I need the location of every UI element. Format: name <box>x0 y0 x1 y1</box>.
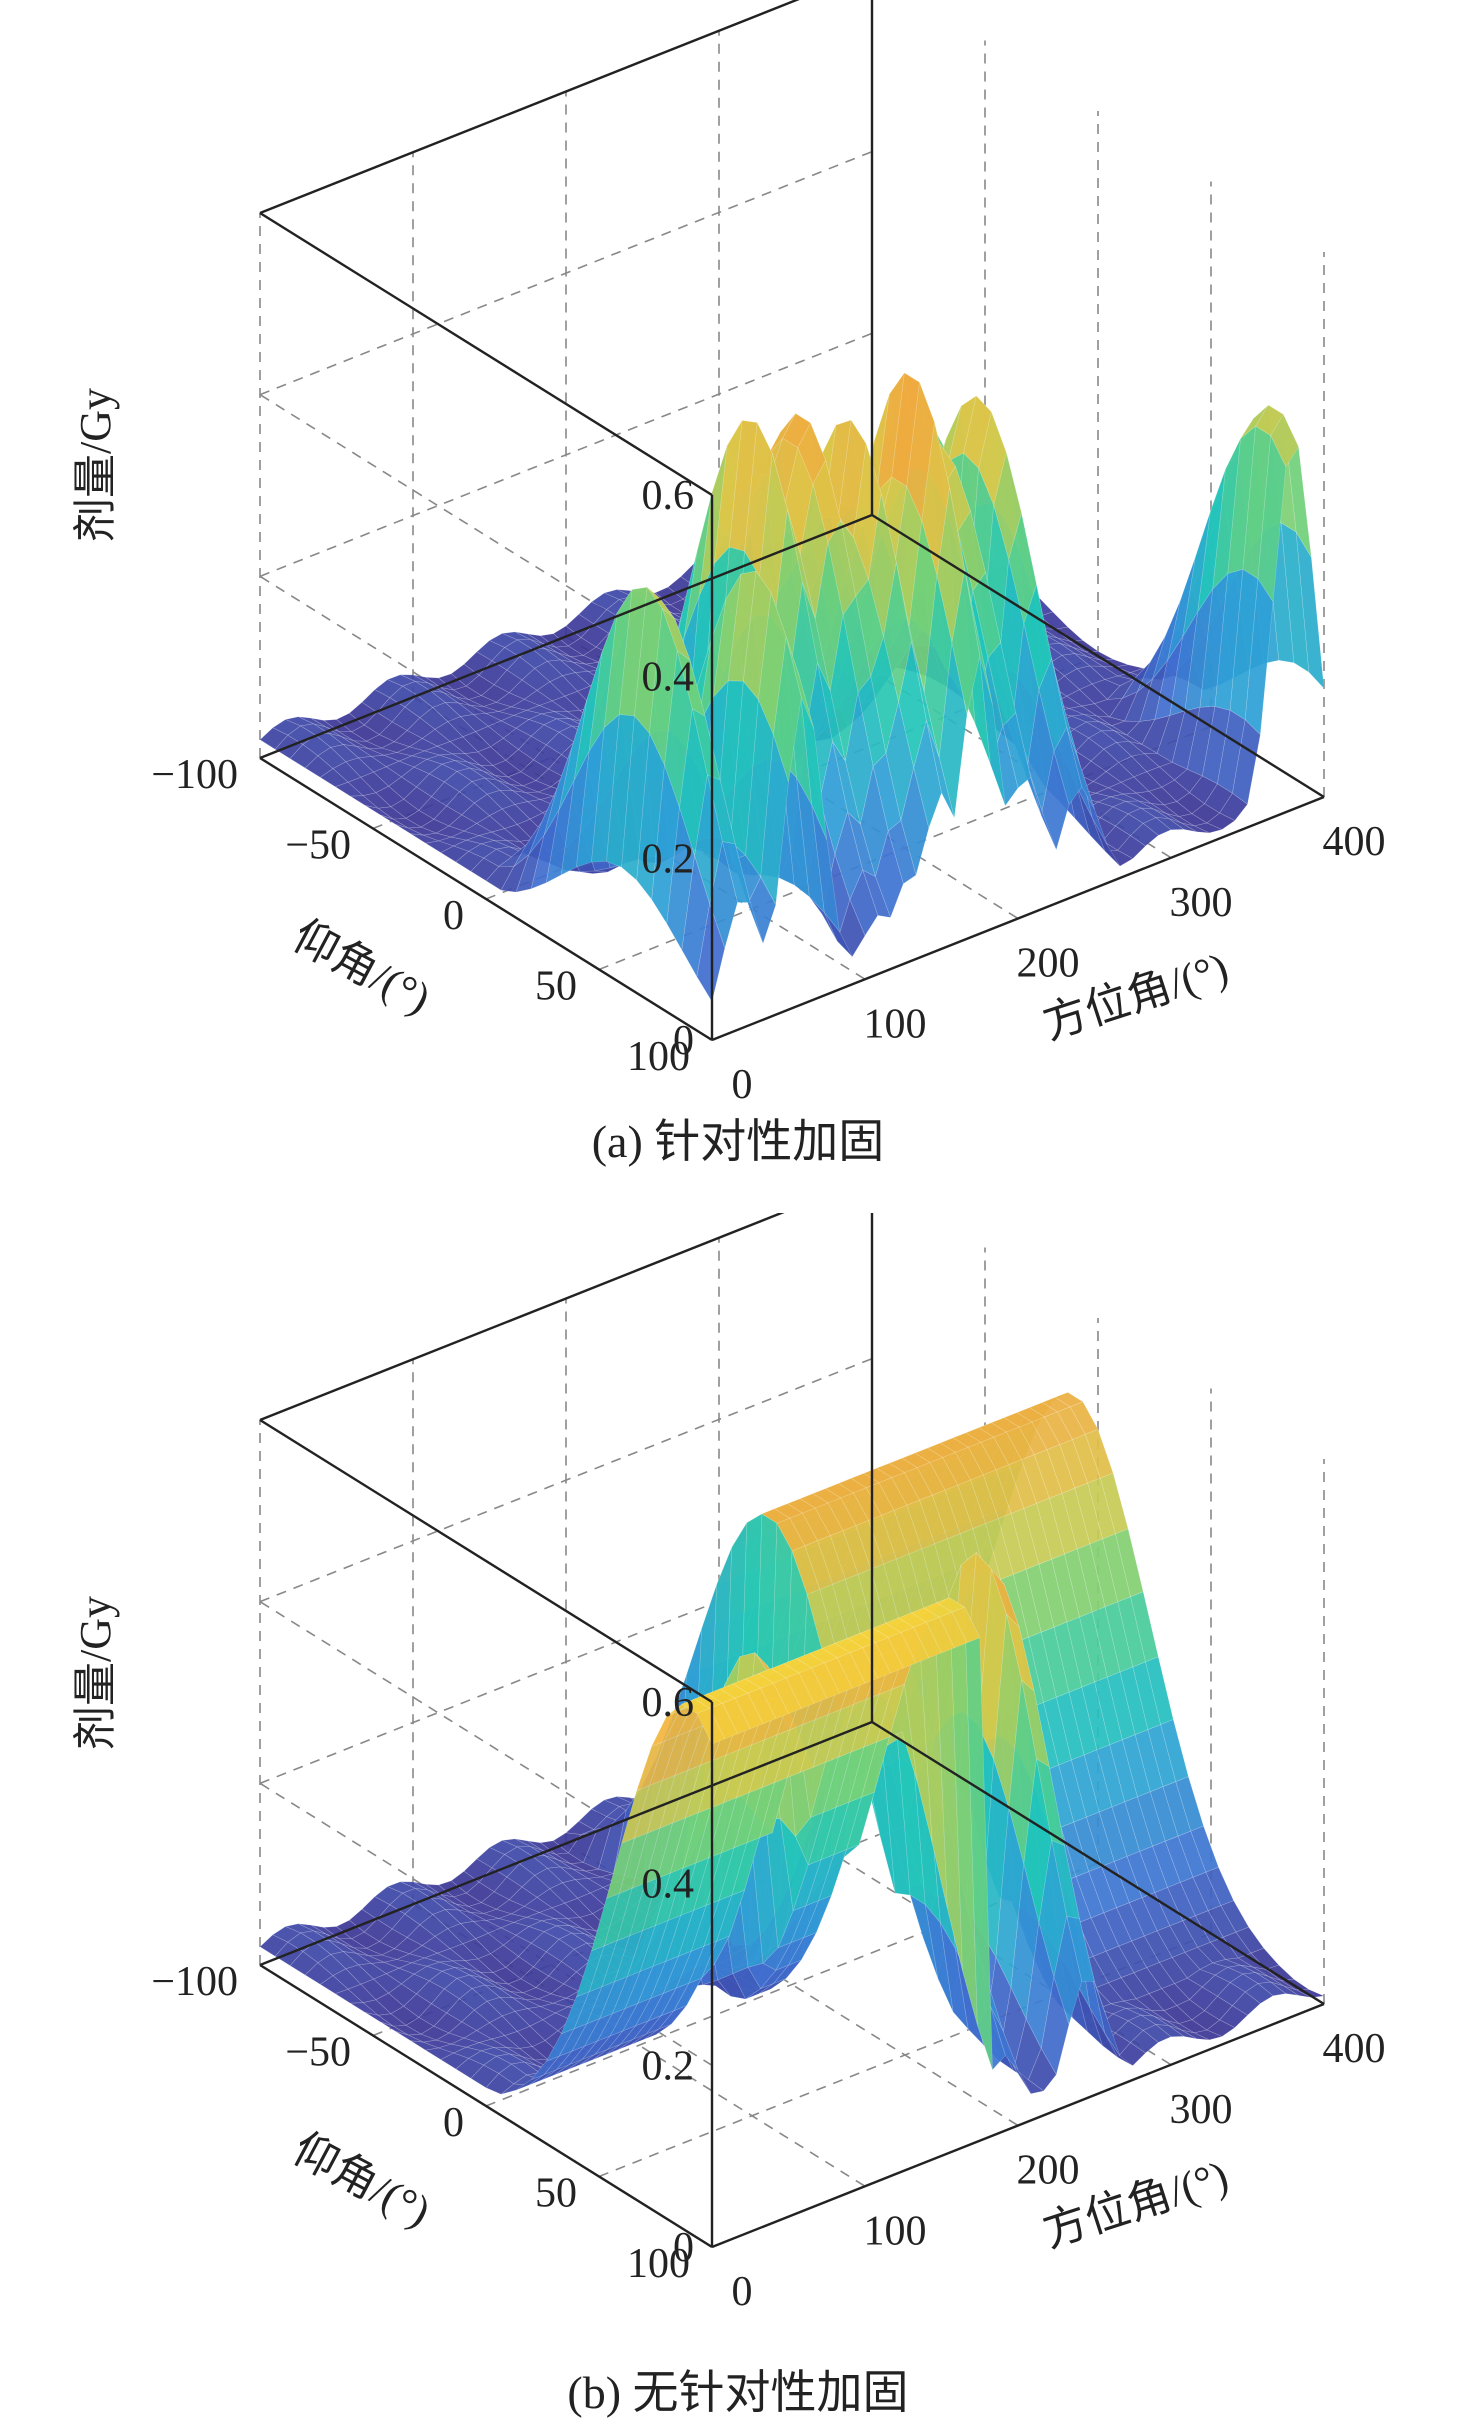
x-tick-label: 100 <box>864 2208 927 2254</box>
y-axis-title: 仰角/(°) <box>285 2124 438 2236</box>
chart-panel-b: 0 0.2 0.4 0.6 100 50 0 −50 −100 0 100 200 300 400 剂量/G… <box>0 1213 1476 2426</box>
surface-facet <box>1257 434 1287 603</box>
y-tick-label: 50 <box>535 964 577 1010</box>
top-back-edge <box>259 1213 785 1422</box>
x-tick-label: 0 <box>732 1062 753 1108</box>
x-tick-label: 300 <box>1170 880 1233 926</box>
surface-mesh <box>259 372 1325 1003</box>
surface-facet <box>1142 2024 1172 2043</box>
y-tick-label: −50 <box>285 823 351 869</box>
surface-facet <box>747 876 777 945</box>
top-left-edge <box>259 211 713 497</box>
surface-mesh <box>259 1392 1326 2095</box>
surface-facet <box>785 1672 815 1709</box>
axes-frame <box>259 0 1325 1042</box>
chart-panel-a: 0 0.2 0.4 0.6 100 50 0 −50 −100 0 100 200 300 400 剂量/G… <box>71 0 1386 1167</box>
z-tick-label: 0.2 <box>642 836 695 882</box>
surface-facet <box>1270 1981 1299 1996</box>
surface-facet <box>964 569 993 705</box>
surface-facet <box>1244 1983 1274 2004</box>
surface-facet <box>1244 577 1274 736</box>
surface-facet <box>1002 712 1032 789</box>
x-tick-label: 400 <box>1323 2026 1386 2072</box>
surface-facet <box>1104 2033 1133 2066</box>
surface-facet <box>1066 1915 1095 1982</box>
z-tick-label: 0.2 <box>642 2043 695 2089</box>
surface-facet <box>709 1702 738 1740</box>
x-axis-line <box>259 513 873 760</box>
z-axis-title: 剂量/Gy <box>71 388 120 542</box>
y-tick-label: 50 <box>535 2171 577 2217</box>
surface-facet <box>823 1657 853 1694</box>
surface-facet <box>1206 2019 1236 2037</box>
surface-facet <box>862 869 891 918</box>
y-axis-line <box>259 1963 713 2249</box>
surface-plot-a: 00.20.40.6100500−50−1000100200300400剂量/G… <box>71 0 1386 1108</box>
top-back-edge <box>259 0 800 215</box>
z-axis-title: 剂量/Gy <box>71 1596 120 1750</box>
surface-facet <box>887 1632 917 1669</box>
z-tick-label: 0.4 <box>642 655 695 701</box>
axes-frame <box>259 1213 1325 2249</box>
y-axis-line <box>259 756 713 1042</box>
floor-right-edge <box>871 513 1325 799</box>
surface-facet <box>1181 822 1210 834</box>
surface-facet <box>1206 812 1236 830</box>
y-tick-label: −100 <box>151 1959 238 2005</box>
z-tick-label: 0.6 <box>642 473 695 519</box>
x-axis-line <box>259 1720 873 1967</box>
y-tick-label: 0 <box>443 2100 464 2146</box>
surface-facet <box>1270 413 1299 468</box>
surface-facet <box>1079 762 1108 846</box>
surface-facet <box>824 912 853 957</box>
surface-facet <box>1181 2029 1210 2041</box>
surface-facet <box>1231 1991 1261 2016</box>
surface-facet <box>1168 2025 1197 2040</box>
grid-line <box>259 332 873 578</box>
surface-facet <box>1040 1977 1070 2076</box>
surface-facet <box>925 1616 955 1654</box>
y-tick-label: 100 <box>627 1034 690 1080</box>
surface-plot-b: 00.20.40.6100500−50−1000100200300400剂量/G… <box>71 1213 1386 2315</box>
z-tick-label: 0 <box>673 2225 694 2271</box>
floor-right-edge <box>871 1720 1325 2006</box>
z-tick-label: 0 <box>673 1018 694 1064</box>
grid-line <box>259 150 873 396</box>
surface-facet <box>1219 2005 1248 2028</box>
x-tick-label: 0 <box>732 2269 753 2315</box>
x-axis-front <box>711 795 1325 1042</box>
x-tick-label: 200 <box>1017 941 1080 987</box>
x-tick-label: 100 <box>864 1001 927 1047</box>
x-tick-label: 400 <box>1323 819 1386 865</box>
surface-facet <box>1168 818 1197 833</box>
z-tick-label: 0.4 <box>642 1862 695 1908</box>
y-tick-label: −50 <box>285 2030 351 2076</box>
top-left-edge <box>259 1418 713 1704</box>
surface-facet <box>900 767 930 877</box>
surface-facet <box>1142 817 1172 836</box>
surface-facet <box>798 674 828 840</box>
surface-facet <box>1117 835 1146 859</box>
y-tick-label: −100 <box>151 752 238 798</box>
caption-b: (b) 无针对性加固 <box>567 2367 909 2418</box>
surface-facet <box>875 829 904 919</box>
y-axis-title: 仰角/(°) <box>285 911 438 1023</box>
y-tick-label: 100 <box>627 2241 690 2287</box>
grid-line <box>259 1357 873 1603</box>
surface-facet <box>1066 727 1095 810</box>
x-axis-front <box>711 2002 1325 2249</box>
x-tick-label: 200 <box>1017 2148 1080 2194</box>
caption-a: (a) 针对性加固 <box>591 1116 885 1167</box>
x-tick-label: 300 <box>1170 2087 1233 2133</box>
y-tick-label: 0 <box>443 893 464 939</box>
z-tick-label: 0.6 <box>642 1680 695 1726</box>
surface-facet <box>1219 792 1248 821</box>
